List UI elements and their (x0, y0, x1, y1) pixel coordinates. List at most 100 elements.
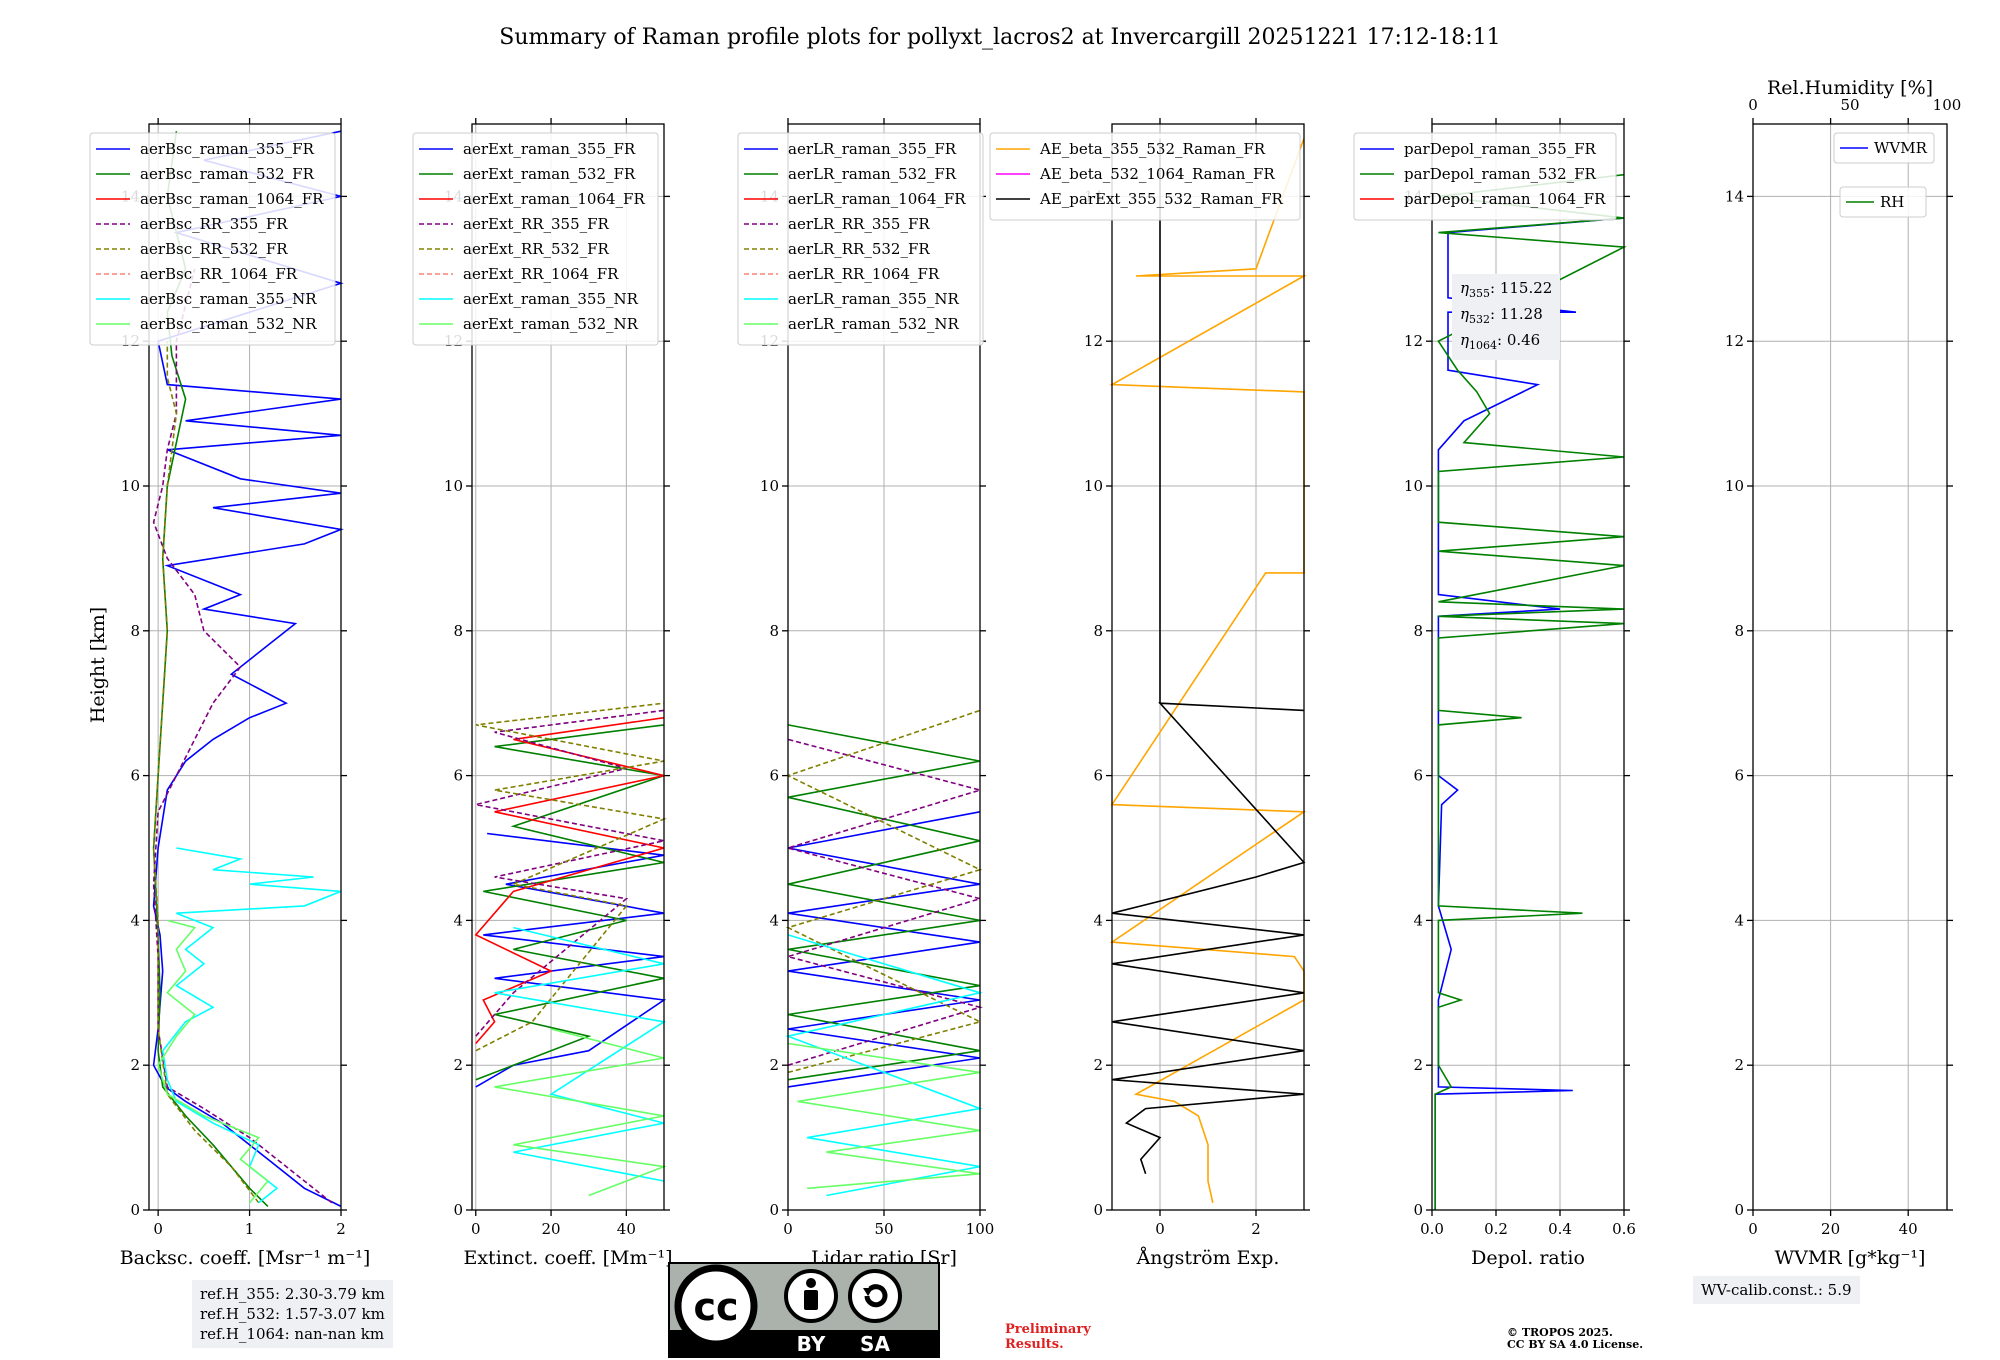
series-line-aerBsc_raman_532_NR (157, 919, 270, 1204)
series-line-parDepol_raman_355_FR (1434, 217, 1625, 1210)
legend-label: aerBsc_RR_355_FR (140, 215, 288, 233)
legend-label: aerLR_raman_532_NR (788, 315, 959, 333)
legend-label: aerLR_RR_355_FR (788, 215, 930, 233)
copyright-note: © TROPOS 2025. CC BY SA 4.0 License. (1507, 1327, 1643, 1351)
y-tick-label: 12 (1404, 332, 1423, 350)
top-tick-label: 50 (1840, 96, 1859, 114)
x-tick-label: 0 (783, 1220, 793, 1238)
top-tick-label: 100 (1933, 96, 1962, 114)
panels: 02468101214012Backsc. coeff. [Msr⁻¹ m⁻¹]… (89, 77, 1961, 1269)
y-tick-label: 6 (1413, 767, 1423, 785)
series-line-aerExt_RR_355_FR (475, 709, 665, 1037)
legend-label: aerExt_RR_355_FR (463, 215, 610, 233)
y-tick-label: 8 (1734, 622, 1744, 640)
legend-label: AE_beta_355_532_Raman_FR (1039, 140, 1266, 158)
legend-label: parDepol_raman_532_FR (1404, 165, 1597, 183)
eta-532: η532: 11.28 (1460, 305, 1543, 326)
legend-label: aerExt_raman_355_FR (463, 140, 636, 158)
y-tick-label: 2 (453, 1056, 463, 1074)
legend-box (89, 132, 336, 346)
y-tick-label: 10 (760, 477, 779, 495)
y-tick-label: 2 (1413, 1056, 1423, 1074)
series-line-aerExt_raman_532_NR (494, 1028, 668, 1197)
legend-label: aerExt_raman_355_NR (463, 290, 639, 308)
y-tick-label: 8 (1093, 622, 1103, 640)
series-line-aerLR_raman_355_FR (787, 811, 981, 1088)
panel-ae: 0246810121402Ångström Exp.AE_beta_355_53… (989, 118, 1310, 1269)
y-tick-label: 0 (769, 1201, 779, 1219)
y-tick-label: 4 (1734, 911, 1744, 929)
y-tick-label: 4 (453, 911, 463, 929)
y-tick-label: 4 (1093, 911, 1103, 929)
eta-1064: η1064: 0.46 (1460, 331, 1541, 352)
y-tick-label: 8 (769, 622, 779, 640)
x-tick-label: 40 (617, 1220, 636, 1238)
svg-text:cc: cc (693, 1285, 738, 1329)
y-axis-label: Height [km] (87, 607, 109, 723)
wv-calibration-box: WV-calib.const.: 5.9 (1693, 1276, 1860, 1304)
ref-height-1064: ref.H_1064: nan-nan km (200, 1325, 385, 1343)
panel-wv: 0 2 4 6 8 10 12 14 0 20 40 WVMR [g*kg⁻¹] 0 50 100Rel.H… (1725, 77, 1961, 1269)
x-axis-label: Backsc. coeff. [Msr⁻¹ m⁻¹] (120, 1247, 371, 1269)
legend-box (412, 132, 659, 346)
y-tick-label: 0 (130, 1201, 140, 1219)
ref-height-355: ref.H_355: 2.30-3.79 km (200, 1285, 385, 1303)
series-line-aerBsc_RR_355_FR (152, 268, 333, 1204)
legend-label: aerBsc_raman_355_NR (140, 290, 317, 308)
y-tick-label: 4 (130, 911, 140, 929)
legend-label: aerBsc_raman_532_NR (140, 315, 317, 333)
series-line-AE_parExt_355_532_Raman_FR (1111, 138, 1306, 1175)
series-line-AE_beta_355_532_Raman_FR (1109, 138, 1308, 1203)
legend-label: parDepol_raman_355_FR (1404, 140, 1597, 158)
legend-box (1353, 132, 1617, 221)
legend-label: aerLR_raman_1064_FR (788, 190, 966, 208)
eta-355: η355: 115.22 (1460, 279, 1553, 300)
eta-annotation-box: η355: 115.22 η532: 11.28 η1064: 0.46 (1452, 274, 1561, 360)
x-tick-label: 0.4 (1548, 1220, 1572, 1238)
top-tick-label: 0 (1748, 96, 1758, 114)
series-line-aerBsc_raman_355_FR (152, 130, 344, 1208)
y-tick-label: 2 (1093, 1056, 1103, 1074)
x-tick-label: 0 (1748, 1220, 1758, 1238)
x-tick-label: 1 (245, 1220, 255, 1238)
y-tick-label: 2 (769, 1056, 779, 1074)
preliminary-results-note: Preliminary Results. (1005, 1322, 1091, 1352)
x-tick-label: 20 (1821, 1220, 1840, 1238)
x-tick-label: 0 (153, 1220, 163, 1238)
y-tick-label: 12 (1084, 332, 1103, 350)
legend-label: aerBsc_RR_1064_FR (140, 265, 298, 283)
y-tick-label: 10 (121, 477, 140, 495)
legend-label: aerLR_raman_355_NR (788, 290, 959, 308)
y-tick-label: 6 (453, 767, 463, 785)
badge-by-label: BY (797, 1332, 826, 1356)
preliminary-line-2: Results. (1005, 1337, 1064, 1352)
x-tick-label: 50 (874, 1220, 893, 1238)
x-tick-label: 2 (336, 1220, 346, 1238)
top-axis-label: Rel.Humidity [%] (1767, 77, 1933, 99)
panel-bsc: 02468101214012Backsc. coeff. [Msr⁻¹ m⁻¹]… (89, 118, 371, 1269)
y-tick-label: 6 (130, 767, 140, 785)
preliminary-line-1: Preliminary (1005, 1322, 1091, 1337)
legend-label: parDepol_raman_1064_FR (1404, 190, 1606, 208)
y-tick-label: 6 (1734, 767, 1744, 785)
y-tick-label: 14 (1725, 187, 1744, 205)
y-tick-label: 2 (130, 1056, 140, 1074)
series-line-aerExt_raman_1064_FR (474, 716, 665, 1045)
y-tick-label: 0 (453, 1201, 463, 1219)
legend-label: aerLR_raman_355_FR (788, 140, 957, 158)
series-line-parDepol_raman_532_FR (1434, 173, 1627, 1210)
y-tick-label: 4 (769, 911, 779, 929)
legend-label: WVMR (1874, 139, 1928, 157)
x-axis-label: Ångström Exp. (1136, 1247, 1280, 1269)
legend-label: aerBsc_RR_532_FR (140, 240, 288, 258)
panel-ext: 0246810121402040Extinct. coeff. [Mm⁻¹]ae… (412, 118, 673, 1269)
y-tick-label: 0 (1413, 1201, 1423, 1219)
cc-logo-icon (674, 1264, 758, 1348)
x-tick-label: 0.0 (1420, 1220, 1444, 1238)
y-tick-label: 12 (1725, 332, 1744, 350)
y-tick-label: 0 (1093, 1201, 1103, 1219)
x-tick-label: 0.2 (1484, 1220, 1508, 1238)
axes-frame (471, 123, 665, 1211)
y-tick-label: 10 (1725, 477, 1744, 495)
y-tick-label: 2 (1734, 1056, 1744, 1074)
